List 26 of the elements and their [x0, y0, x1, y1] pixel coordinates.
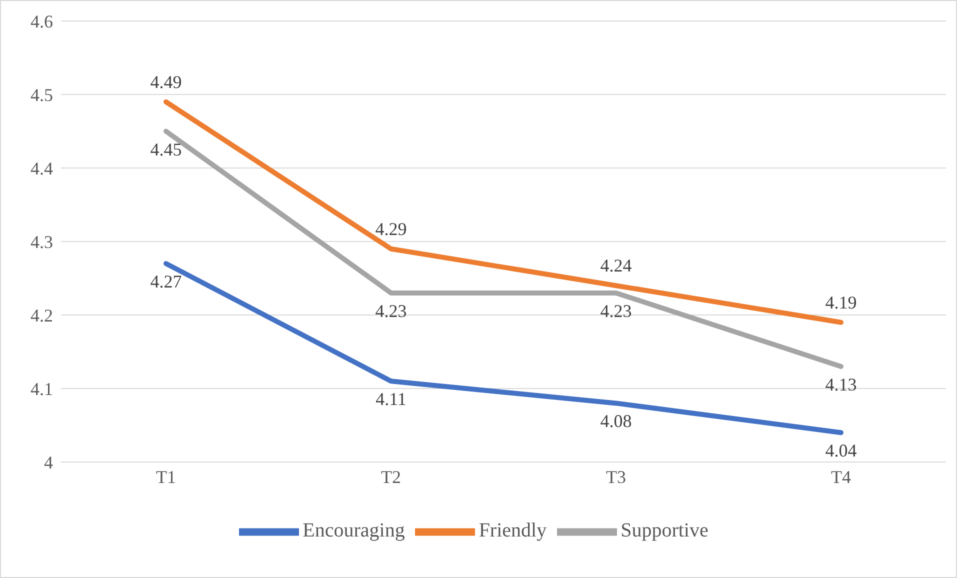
y-tick-label: 4.1 [30, 378, 53, 399]
y-tick-label: 4.3 [30, 232, 53, 252]
data-label: 4.45 [150, 139, 182, 160]
y-tick-label: 4.5 [30, 84, 53, 105]
data-label: 4.29 [375, 218, 407, 239]
x-tick-label: T3 [606, 466, 626, 487]
x-tick-label: T4 [831, 466, 851, 487]
y-tick-label: 4.2 [30, 305, 53, 326]
x-tick-label: T1 [156, 466, 176, 487]
legend-label: Friendly [478, 520, 547, 542]
data-label: 4.11 [376, 389, 406, 410]
data-label: 4.13 [825, 374, 857, 394]
x-tick-label: T2 [381, 466, 401, 487]
legend-label: Encouraging [302, 520, 405, 542]
data-label: 4.27 [150, 272, 182, 292]
y-tick-label: 4.4 [30, 158, 53, 178]
y-tick-label: 4.6 [30, 11, 53, 32]
data-label: 4.23 [375, 300, 407, 321]
data-label: 4.49 [150, 72, 182, 92]
data-label: 4.23 [600, 300, 632, 321]
legend-label: Supportive [620, 520, 708, 542]
data-label: 4.19 [825, 292, 857, 312]
y-tick-label: 4 [44, 452, 53, 472]
data-label: 4.24 [600, 256, 632, 276]
data-label: 4.04 [825, 440, 857, 461]
data-label: 4.08 [600, 411, 632, 432]
